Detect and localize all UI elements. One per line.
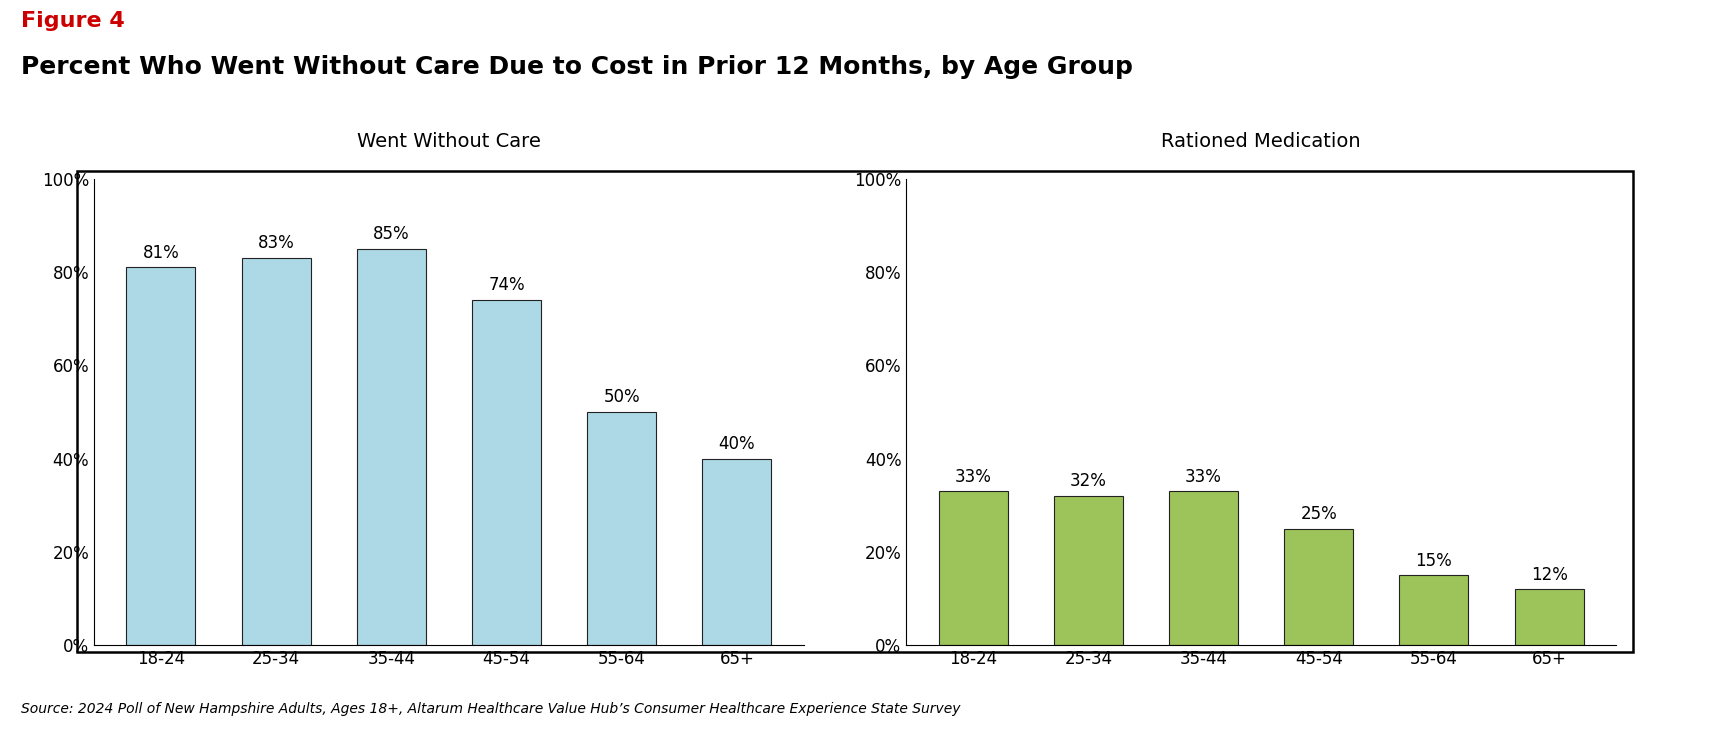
Bar [939, 491, 1007, 645]
Bar [587, 412, 657, 645]
Bar [127, 268, 195, 645]
Text: 33%: 33% [1185, 467, 1223, 486]
Text: 25%: 25% [1300, 505, 1337, 523]
Bar [703, 459, 771, 645]
Text: 85%: 85% [373, 225, 410, 243]
Bar [1399, 575, 1469, 645]
Bar [1053, 496, 1123, 645]
Text: 32%: 32% [1070, 472, 1106, 491]
Bar [1515, 589, 1583, 645]
Text: 40%: 40% [718, 435, 756, 453]
Text: Went Without Care: Went Without Care [357, 132, 540, 151]
Text: 83%: 83% [258, 234, 294, 252]
Text: Figure 4: Figure 4 [21, 11, 125, 31]
Text: 33%: 33% [954, 467, 992, 486]
Text: Percent Who Went Without Care Due to Cost in Prior 12 Months, by Age Group: Percent Who Went Without Care Due to Cos… [21, 55, 1132, 79]
Text: 74%: 74% [487, 276, 525, 295]
Text: 12%: 12% [1530, 566, 1568, 584]
Bar [472, 300, 540, 645]
Text: 81%: 81% [142, 243, 180, 262]
Text: 15%: 15% [1416, 552, 1452, 569]
Text: Rationed Medication: Rationed Medication [1161, 132, 1361, 151]
Text: 50%: 50% [604, 389, 640, 406]
Bar [1284, 529, 1353, 645]
Bar [357, 249, 426, 645]
Text: Source: 2024 Poll of New Hampshire Adults, Ages 18+, Altarum Healthcare Value Hu: Source: 2024 Poll of New Hampshire Adult… [21, 702, 959, 716]
Bar [241, 258, 311, 645]
Bar [1170, 491, 1238, 645]
